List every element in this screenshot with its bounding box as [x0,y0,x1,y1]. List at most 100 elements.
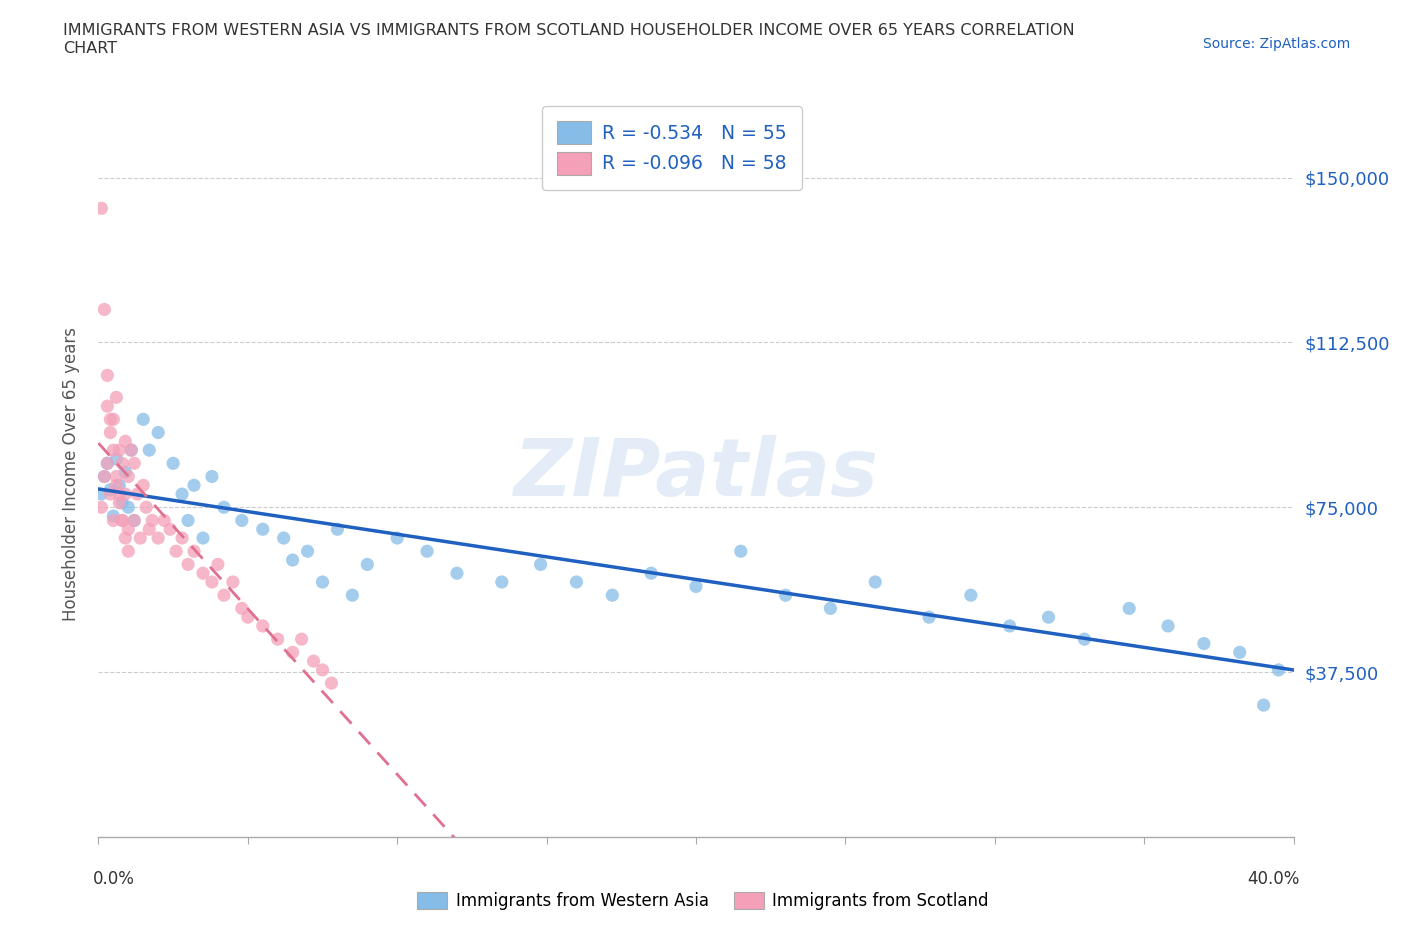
Point [93,469,115,484]
Point [172,531,194,546]
Point [138,522,160,537]
Point [103,513,125,528]
Point [103,509,125,524]
Point [416,544,439,559]
Point [132,412,155,427]
Point [236,610,259,625]
Legend: Immigrants from Western Asia, Immigrants from Scotland: Immigrants from Western Asia, Immigrants… [411,885,995,917]
Point [530,557,553,572]
Point [120,443,142,458]
Point [311,662,333,677]
Point [356,557,378,572]
Point [183,544,205,559]
Point [111,513,134,528]
Point [177,557,200,572]
Point [114,434,136,449]
Point [98,486,122,501]
Point [191,565,214,580]
Point [111,513,134,528]
Point [191,531,214,546]
Point [1157,618,1180,633]
Point [117,499,139,514]
Point [491,575,513,590]
Point [148,425,170,440]
Point [231,513,253,528]
Point [103,412,125,427]
Point [96,399,118,414]
Point [326,522,349,537]
Point [108,478,131,493]
Y-axis label: Householder Income Over 65 years: Householder Income Over 65 years [62,327,80,621]
Point [98,483,122,498]
Point [273,531,295,546]
Point [183,478,205,493]
Point [132,478,155,493]
Point [165,544,187,559]
Point [98,425,122,440]
Point [111,456,134,471]
Point [311,575,333,590]
Point [565,575,588,590]
Point [90,486,112,501]
Point [640,565,662,580]
Point [117,469,139,484]
Point [252,618,274,633]
Point [135,499,157,514]
Point [385,531,409,546]
Point [252,522,274,537]
Point [212,588,235,603]
Point [865,575,887,590]
Text: 40.0%: 40.0% [1247,870,1299,887]
Point [342,588,364,603]
Point [124,513,146,528]
Point [117,544,139,559]
Point [297,544,319,559]
Point [267,631,290,646]
Point [117,522,139,537]
Point [1192,636,1215,651]
Point [141,513,163,528]
Point [222,575,245,590]
Point [108,486,131,501]
Point [212,499,235,514]
Point [127,486,149,501]
Legend: R = -0.534   N = 55, R = -0.096   N = 58: R = -0.534 N = 55, R = -0.096 N = 58 [543,106,801,190]
Point [1229,644,1251,659]
Point [177,513,200,528]
Point [281,644,304,659]
Point [96,368,118,383]
Point [775,588,797,603]
Point [138,443,160,458]
Point [159,522,181,537]
Point [90,201,112,216]
Point [114,531,136,546]
Point [105,390,128,405]
Point [93,302,115,317]
Point [918,610,941,625]
Point [201,469,224,484]
Point [129,531,152,546]
Point [1253,698,1275,712]
Text: 0.0%: 0.0% [93,870,135,887]
Point [124,513,146,528]
Point [1118,601,1140,616]
Point [1267,662,1289,677]
Point [302,654,325,669]
Point [162,456,184,471]
Point [153,513,176,528]
Point [103,443,125,458]
Point [108,496,131,511]
Point [114,486,136,501]
Point [207,557,229,572]
Text: IMMIGRANTS FROM WESTERN ASIA VS IMMIGRANTS FROM SCOTLAND HOUSEHOLDER INCOME OVER: IMMIGRANTS FROM WESTERN ASIA VS IMMIGRAN… [63,23,1076,56]
Point [602,588,624,603]
Point [96,456,118,471]
Text: Source: ZipAtlas.com: Source: ZipAtlas.com [1202,37,1350,51]
Point [281,552,304,567]
Point [98,412,122,427]
Point [96,456,118,471]
Point [90,499,112,514]
Point [172,486,194,501]
Point [93,469,115,484]
Point [124,456,146,471]
